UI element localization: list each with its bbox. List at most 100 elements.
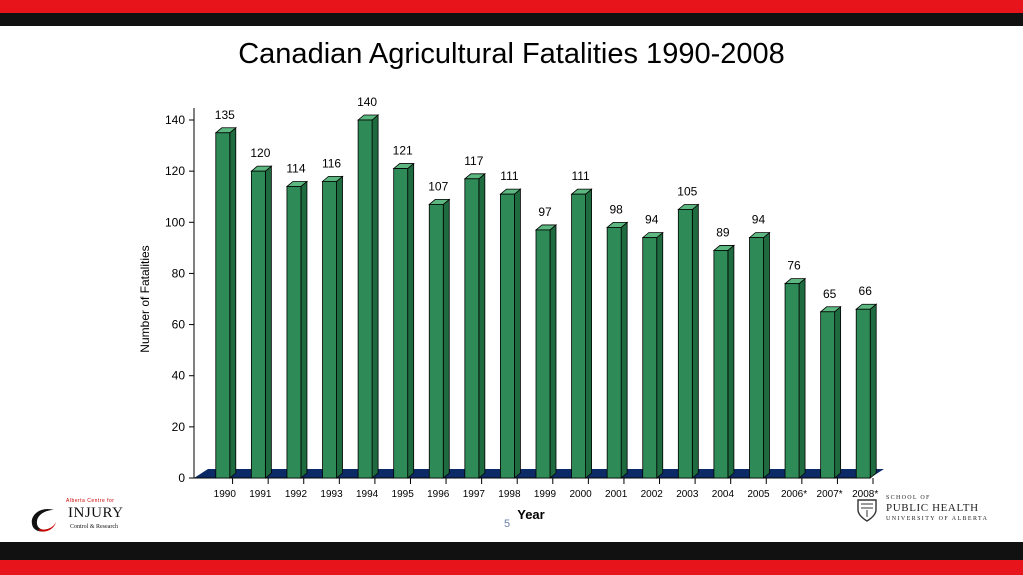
- bar-side: [514, 188, 521, 479]
- bar-side: [691, 203, 699, 479]
- x-tick-label: 1990: [214, 489, 237, 500]
- data-label: 111: [500, 169, 519, 183]
- y-tick-label: 80: [172, 266, 186, 280]
- data-label: 94: [645, 213, 659, 227]
- bar-side: [869, 303, 877, 479]
- bottom-red-band: [0, 560, 1023, 575]
- data-label: 89: [716, 225, 730, 239]
- logo-right-line2: PUBLIC HEALTH: [886, 502, 979, 514]
- bar: [713, 250, 729, 479]
- bar: [855, 308, 871, 479]
- x-tick-label: 1993: [320, 489, 343, 500]
- top-red-band: [0, 0, 1023, 13]
- data-label: 121: [393, 144, 413, 158]
- y-tick-label: 0: [178, 471, 185, 485]
- logo-left-line1: Alberta Centre for: [66, 498, 115, 504]
- data-label: 65: [823, 287, 837, 301]
- x-tick-label: 1998: [498, 489, 521, 500]
- y-axis-title: Number of Fatalities: [138, 245, 152, 352]
- bar: [428, 203, 444, 479]
- data-label: 135: [215, 108, 235, 122]
- x-tick-label: 1995: [392, 489, 415, 500]
- bar: [784, 283, 800, 479]
- x-axis-title: Year: [517, 507, 544, 522]
- x-tick-label: 1999: [534, 489, 557, 500]
- crest-icon: [857, 499, 877, 522]
- y-tick-label: 100: [165, 215, 185, 229]
- x-tick-label: 1997: [463, 489, 486, 500]
- bar: [393, 168, 409, 479]
- data-label: 98: [609, 202, 623, 216]
- bar: [464, 178, 480, 479]
- bar: [500, 193, 515, 479]
- slide-number: 5: [504, 518, 511, 530]
- bar-side: [264, 165, 272, 479]
- bar: [286, 186, 302, 479]
- data-label: 66: [859, 284, 873, 298]
- bar-side: [834, 305, 842, 479]
- x-tick-label: 2003: [676, 489, 699, 500]
- bar-side: [478, 172, 486, 479]
- bar: [677, 209, 693, 479]
- logo-left-line2: INJURY: [68, 505, 124, 521]
- logo-left-line3: Control & Research: [70, 524, 118, 530]
- y-tick-label: 40: [172, 369, 186, 383]
- data-label: 111: [571, 169, 590, 183]
- bar: [606, 226, 622, 479]
- x-tick-label: 2001: [605, 489, 628, 500]
- data-label: 140: [357, 95, 377, 109]
- logo-right-line3: UNIVERSITY OF ALBERTA: [886, 516, 989, 522]
- bar-side: [798, 277, 806, 479]
- bar: [322, 180, 337, 479]
- bar: [535, 229, 551, 479]
- x-tick-label: 2004: [712, 489, 735, 500]
- bar: [357, 119, 373, 479]
- swoosh-icon: [31, 508, 56, 532]
- bar-side: [336, 175, 343, 479]
- y-tick-label: 20: [172, 420, 186, 434]
- bar-side: [300, 180, 308, 479]
- bar-side: [371, 114, 379, 479]
- bar-side: [763, 231, 770, 479]
- bar-side: [585, 188, 592, 479]
- y-tick-label: 140: [165, 113, 185, 127]
- x-tick-label: 2005: [747, 489, 770, 500]
- bar-side: [727, 244, 735, 479]
- bar: [642, 237, 658, 479]
- data-label: 107: [428, 179, 448, 193]
- bar: [820, 311, 836, 479]
- data-label: 120: [250, 146, 270, 160]
- x-tick-label: 1991: [249, 489, 272, 500]
- x-tick-label: 2006*: [781, 489, 807, 500]
- x-tick-label: 1996: [427, 489, 450, 500]
- data-label: 114: [286, 161, 305, 175]
- x-tick-label: 2007*: [817, 489, 843, 500]
- bar: [215, 132, 231, 479]
- data-label: 105: [677, 185, 697, 199]
- data-label: 97: [538, 205, 552, 219]
- x-tick-label: 2002: [641, 489, 664, 500]
- y-tick-label: 120: [165, 164, 185, 178]
- data-label: 116: [322, 156, 341, 170]
- data-label: 76: [787, 259, 801, 273]
- bar-side: [229, 126, 237, 479]
- slide-title: Canadian Agricultural Fatalities 1990-20…: [238, 38, 785, 70]
- bar: [250, 170, 266, 479]
- x-tick-label: 1994: [356, 489, 379, 500]
- bar-side: [442, 198, 450, 479]
- bar-side: [656, 231, 664, 479]
- x-tick-label: 2000: [569, 489, 592, 500]
- public-health-logo: SCHOOL OF PUBLIC HEALTH UNIVERSITY OF AL…: [856, 494, 996, 528]
- x-tick-label: 1992: [285, 489, 308, 500]
- bar: [571, 193, 586, 479]
- bar-side: [620, 221, 628, 479]
- data-label: 94: [752, 213, 766, 227]
- bar-side: [549, 224, 557, 479]
- bar-side: [407, 162, 415, 479]
- data-label: 117: [464, 154, 483, 168]
- logo-right-line1: SCHOOL OF: [886, 495, 931, 501]
- bar: [749, 237, 764, 479]
- injury-centre-logo: Alberta Centre for INJURY Control & Rese…: [28, 498, 128, 540]
- x-tick-label: 2008*: [852, 489, 878, 500]
